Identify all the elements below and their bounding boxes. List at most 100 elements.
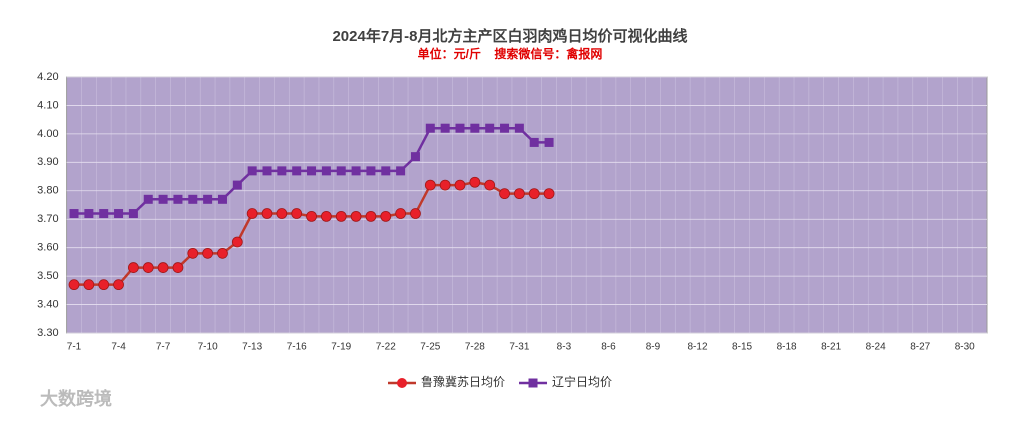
x-tick-label: 7-31 (509, 342, 529, 353)
point (529, 137, 539, 147)
y-tick-label: 4.00 (37, 128, 58, 140)
x-tick-label: 7-19 (331, 342, 351, 353)
y-tick-label: 3.40 (37, 298, 58, 310)
legend-label: 鲁豫冀苏日均价 (421, 375, 505, 389)
chart-subtitle: 单位：元/斤 搜索微信号：禽报网 (418, 46, 603, 61)
x-tick-label: 8-6 (601, 342, 616, 353)
point (425, 123, 435, 133)
point (277, 166, 287, 176)
x-tick-label: 7-4 (111, 342, 126, 353)
chart-title: 2024年7月-8月北方主产区白羽肉鸡日均价可视化曲线 (332, 27, 687, 45)
point (98, 279, 110, 291)
point (485, 123, 495, 133)
y-tick-label: 3.90 (37, 156, 58, 168)
y-tick-label: 3.80 (37, 185, 58, 197)
point (351, 166, 361, 176)
point (470, 123, 480, 133)
point (69, 209, 79, 219)
point (499, 188, 510, 200)
point (217, 194, 227, 204)
legend-marker (528, 378, 538, 388)
legend-label: 辽宁日均价 (552, 374, 612, 389)
point (292, 166, 302, 176)
x-tick-label: 7-25 (420, 342, 440, 353)
point (410, 208, 421, 219)
point (424, 179, 436, 191)
legend-marker (397, 378, 407, 388)
point (528, 188, 540, 200)
x-tick-label: 7-28 (465, 342, 485, 353)
point (335, 210, 347, 222)
point (128, 262, 139, 273)
x-tick-label: 8-3 (557, 342, 572, 353)
x-tick-label: 8-30 (955, 342, 975, 353)
point (365, 210, 377, 222)
point (188, 194, 198, 204)
x-tick-label: 8-9 (646, 342, 661, 353)
point (113, 279, 124, 291)
point (114, 209, 124, 219)
watermark: 大数跨境 (40, 388, 112, 409)
point (454, 179, 466, 191)
y-tick-label: 4.10 (37, 99, 58, 111)
point (143, 194, 153, 204)
point (350, 210, 362, 222)
y-tick-label: 4.20 (37, 71, 58, 83)
point (158, 194, 168, 204)
point (514, 123, 524, 133)
point (396, 166, 406, 176)
point (261, 208, 273, 219)
point (544, 137, 554, 147)
point (173, 194, 183, 204)
x-tick-label: 8-21 (821, 342, 841, 353)
point (99, 209, 109, 219)
point (68, 279, 80, 291)
point (187, 247, 199, 259)
point (232, 180, 242, 190)
x-tick-label: 8-15 (732, 342, 752, 353)
point (83, 279, 95, 291)
x-tick-label: 7-16 (287, 342, 307, 353)
point (469, 176, 481, 188)
point (484, 179, 496, 191)
x-tick-label: 7-1 (67, 342, 82, 353)
point (307, 166, 317, 176)
point (381, 166, 391, 176)
x-tick-label: 7-7 (156, 342, 171, 353)
x-tick-label: 8-24 (866, 342, 886, 353)
point (246, 208, 258, 219)
x-tick-label: 7-10 (198, 342, 218, 353)
x-tick-label: 7-22 (376, 342, 396, 353)
point (157, 262, 169, 273)
point (172, 262, 184, 273)
point (276, 208, 288, 219)
point (455, 123, 465, 133)
point (410, 152, 420, 162)
y-tick-label: 3.30 (37, 327, 58, 339)
point (380, 210, 392, 222)
point (217, 247, 228, 259)
point (366, 166, 376, 176)
y-tick-label: 3.60 (37, 242, 58, 254)
point (203, 194, 213, 204)
point (202, 247, 214, 259)
y-tick-label: 3.50 (37, 270, 58, 282)
point (500, 123, 510, 133)
point (128, 209, 138, 219)
point (291, 208, 303, 219)
point (336, 166, 346, 176)
x-tick-label: 7-13 (242, 342, 262, 353)
point (395, 208, 407, 219)
point (320, 210, 332, 222)
x-tick-label: 8-27 (910, 342, 930, 353)
x-tick-label: 8-18 (777, 342, 797, 353)
point (306, 210, 317, 222)
point (231, 236, 243, 248)
point (513, 188, 525, 200)
point (142, 262, 154, 273)
point (440, 123, 450, 133)
x-tick-label: 8-12 (688, 342, 708, 353)
y-tick-label: 3.70 (37, 213, 58, 225)
point (247, 166, 257, 176)
point (321, 166, 331, 176)
